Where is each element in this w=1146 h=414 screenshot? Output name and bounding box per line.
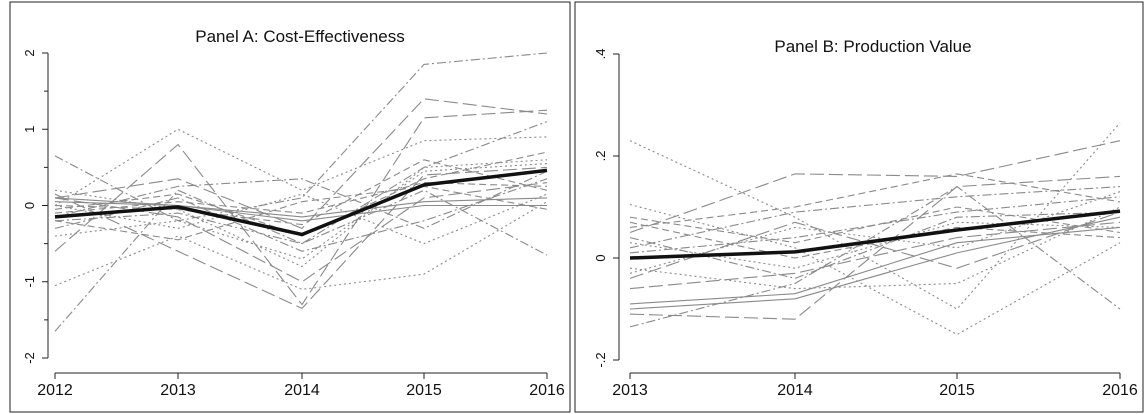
- plot-frame: [9, 1, 571, 413]
- y-tick-label: .4: [593, 49, 608, 60]
- x-tick-label: 2013: [612, 382, 648, 399]
- x-tick-label: 2016: [1102, 382, 1138, 399]
- series-line: [629, 122, 1121, 310]
- series-line: [54, 189, 548, 256]
- series-line: [629, 211, 1121, 279]
- y-tick-label: 1: [22, 126, 37, 133]
- series-line: [54, 159, 548, 226]
- x-tick-label: 2015: [939, 382, 975, 399]
- series-line: [629, 173, 1121, 228]
- series-line: [629, 175, 1121, 320]
- y-tick-label: -1: [22, 276, 37, 288]
- x-tick-label: 2014: [284, 382, 320, 399]
- x-tick-label: 2015: [406, 382, 442, 399]
- series-line: [629, 216, 1121, 310]
- chart-title: Panel B: Production Value: [774, 37, 971, 56]
- y-tick-label: -2: [22, 352, 37, 364]
- series-line: [54, 201, 548, 290]
- series-line: [629, 221, 1121, 290]
- series-line: [54, 52, 548, 222]
- series-line: [54, 201, 547, 222]
- series-line: [629, 186, 1121, 328]
- series-line: [54, 159, 548, 268]
- mean-series-line: [629, 209, 1121, 260]
- series-line: [54, 178, 548, 252]
- series-line: [54, 128, 548, 206]
- series-line: [54, 151, 548, 237]
- panel-a: Panel A: Cost-Effectiveness -2 -1 0 1 2 2012 2…: [9, 1, 571, 413]
- series-line: [54, 109, 548, 306]
- series-line: [629, 211, 1121, 279]
- panel-b: Panel B: Production Value -.2 0 .2 .4 2013 20…: [573, 0, 1146, 414]
- mean-series-line: [54, 168, 548, 237]
- panel-b-chart: Panel B: Production Value -.2 0 .2 .4 2013 20…: [574, 1, 1144, 413]
- y-tick-label: 2: [22, 49, 37, 56]
- series-line: [629, 206, 1121, 244]
- series-line: [54, 197, 548, 218]
- x-tick-label: 2016: [529, 382, 565, 399]
- series-line: [629, 226, 1121, 305]
- panel-a-chart: Panel A: Cost-Effectiveness -2 -1 0 1 2 2012 2…: [9, 1, 571, 413]
- series-line: [54, 182, 548, 214]
- y-tick-label: .2: [593, 151, 608, 162]
- series-line: [54, 185, 548, 241]
- series-line: [54, 182, 548, 283]
- series-line: [54, 166, 548, 309]
- x-tick-label: 2012: [37, 382, 73, 399]
- series-line: [54, 121, 548, 332]
- series-line: [629, 196, 1121, 254]
- plot-frame: [574, 1, 1144, 413]
- chart-title: Panel A: Cost-Effectiveness: [195, 27, 404, 46]
- x-tick-label: 2014: [777, 382, 813, 399]
- series-line: [54, 98, 548, 229]
- y-tick-label: 0: [593, 254, 608, 261]
- y-tick-label: 0: [22, 202, 37, 209]
- series-line: [629, 203, 1121, 336]
- y-tick-label: -.2: [593, 352, 608, 367]
- series-line: [54, 170, 548, 229]
- x-tick-label: 2013: [160, 382, 196, 399]
- series-line: [629, 186, 1121, 249]
- series-line: [629, 140, 1121, 234]
